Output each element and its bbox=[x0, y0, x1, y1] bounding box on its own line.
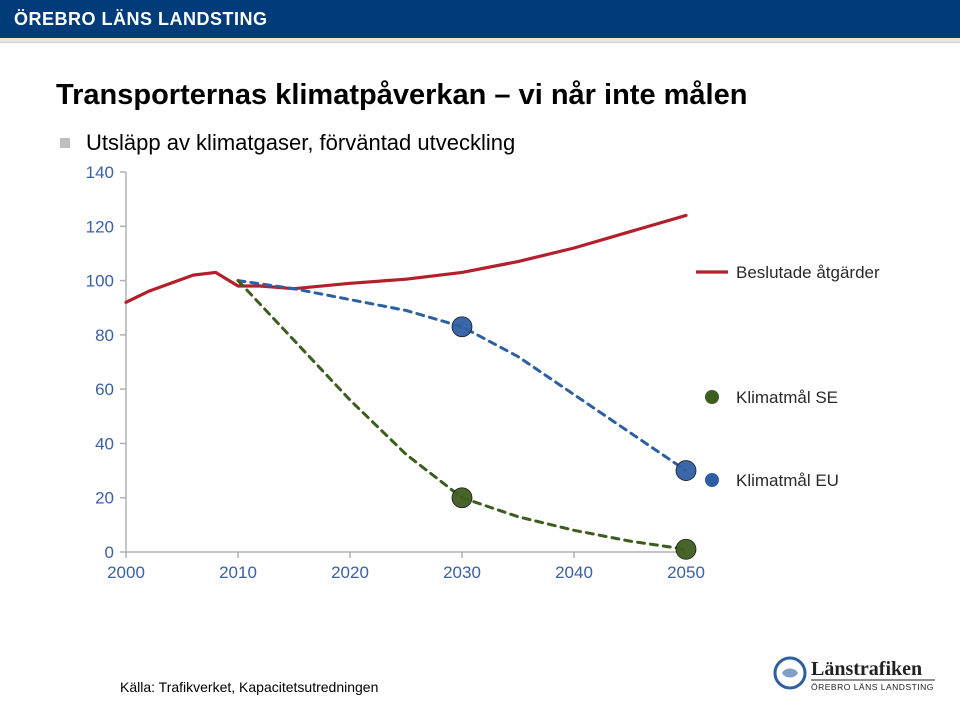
svg-text:2020: 2020 bbox=[331, 563, 369, 582]
logo-brand: Länstrafiken bbox=[811, 658, 922, 680]
svg-text:2030: 2030 bbox=[443, 563, 481, 582]
svg-text:20: 20 bbox=[95, 489, 114, 508]
logo-svg: Länstrafiken ÖREBRO LÄNS LANDSTING bbox=[773, 651, 938, 697]
footer-logo: Länstrafiken ÖREBRO LÄNS LANDSTING bbox=[773, 651, 938, 697]
svg-text:140: 140 bbox=[86, 163, 114, 182]
svg-text:Klimatmål EU: Klimatmål EU bbox=[736, 471, 839, 490]
svg-text:0: 0 bbox=[105, 543, 114, 562]
svg-text:120: 120 bbox=[86, 217, 114, 236]
svg-text:Klimatmål SE: Klimatmål SE bbox=[736, 388, 838, 407]
svg-text:60: 60 bbox=[95, 380, 114, 399]
source-caption: Källa: Trafikverket, Kapacitetsutredning… bbox=[120, 679, 378, 695]
header-org: ÖREBRO LÄNS LANDSTING bbox=[14, 9, 268, 30]
chart-svg: 0204060801001201402000201020202030204020… bbox=[56, 162, 906, 602]
svg-text:2040: 2040 bbox=[555, 563, 593, 582]
svg-text:Beslutade åtgärder: Beslutade åtgärder bbox=[736, 263, 880, 282]
header-bar: ÖREBRO LÄNS LANDSTING bbox=[0, 0, 960, 38]
svg-text:2000: 2000 bbox=[107, 563, 145, 582]
bullet-text: Utsläpp av klimatgaser, förväntad utveck… bbox=[86, 130, 515, 156]
svg-text:40: 40 bbox=[95, 434, 114, 453]
bullet-item: Utsläpp av klimatgaser, förväntad utveck… bbox=[56, 130, 910, 156]
page-title: Transporternas klimatpåverkan – vi når i… bbox=[56, 79, 910, 112]
logo-sub: ÖREBRO LÄNS LANDSTING bbox=[811, 682, 934, 692]
bullet-icon bbox=[60, 138, 70, 148]
svg-text:2050: 2050 bbox=[667, 563, 705, 582]
svg-text:100: 100 bbox=[86, 272, 114, 291]
svg-text:2010: 2010 bbox=[219, 563, 257, 582]
svg-text:80: 80 bbox=[95, 326, 114, 345]
emissions-chart: 0204060801001201402000201020202030204020… bbox=[56, 162, 906, 602]
content: Transporternas klimatpåverkan – vi når i… bbox=[0, 43, 960, 602]
